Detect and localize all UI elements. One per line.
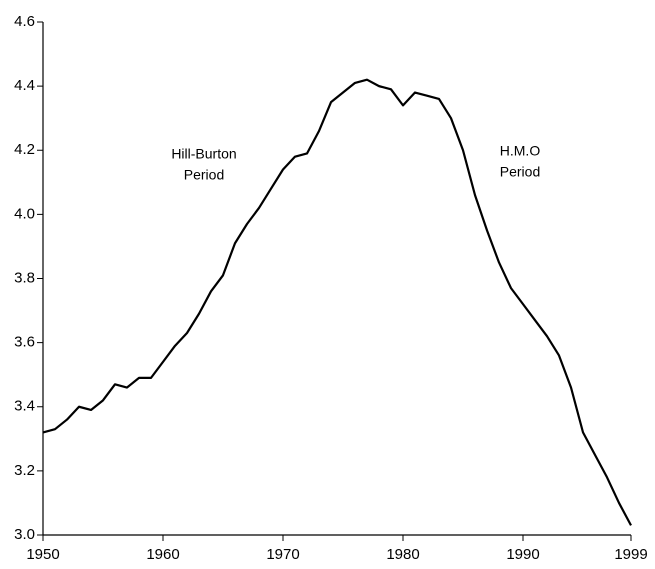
x-tick-label: 1950: [26, 546, 59, 563]
x-tick-label: 1960: [146, 546, 179, 563]
x-tick-label: 1970: [266, 546, 299, 563]
annotation: H.M.O: [500, 143, 541, 159]
y-tick-label: 4.4: [14, 77, 35, 94]
y-tick-label: 3.0: [14, 526, 35, 543]
data-line: [42, 78, 632, 526]
annotation: Hill-Burton: [171, 146, 236, 162]
y-tick-label: 3.8: [14, 269, 35, 286]
x-tick-label: 1999: [614, 546, 647, 563]
y-tick-label: 3.6: [14, 334, 35, 351]
y-tick-label: 4.0: [14, 205, 35, 222]
x-tick-label: 1980: [386, 546, 419, 563]
annotation: Period: [184, 167, 224, 183]
annotation: Period: [500, 164, 540, 180]
y-tick-label: 4.6: [14, 13, 35, 30]
x-tick-label: 1990: [506, 546, 539, 563]
y-tick-label: 3.4: [14, 398, 35, 415]
y-tick-label: 3.2: [14, 462, 35, 479]
y-tick-label: 4.2: [14, 141, 35, 158]
